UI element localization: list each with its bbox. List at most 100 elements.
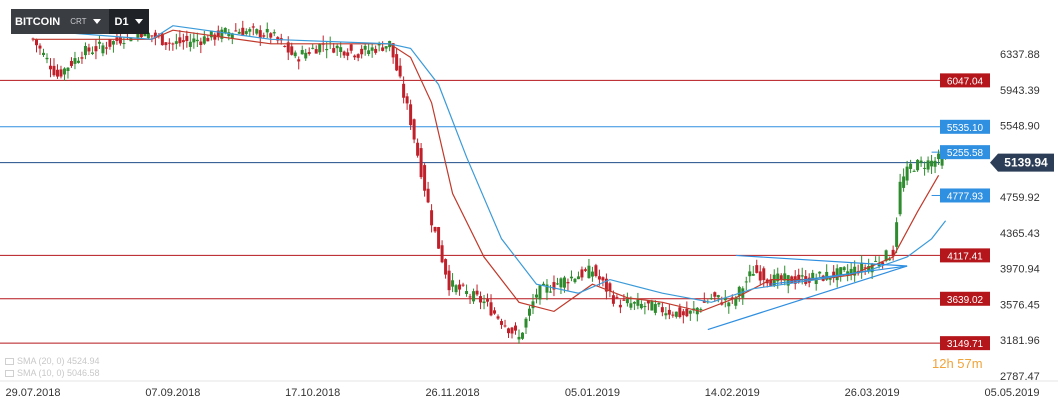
candle-countdown: 12h 57m	[932, 356, 983, 371]
trendlines	[707, 254, 908, 331]
candle-body	[398, 65, 402, 77]
candle-body	[73, 58, 77, 64]
candle-body	[276, 37, 280, 41]
candle-body	[828, 278, 832, 280]
candle-body	[206, 38, 210, 42]
candle-body	[685, 308, 689, 317]
x-axis: 29.07.2018 07.09.2018 17.10.2018 26.11.2018…	[0, 380, 1058, 399]
candle-body	[937, 153, 941, 160]
candle-body	[881, 262, 885, 265]
candle-body	[639, 303, 643, 309]
candle-body	[139, 32, 143, 38]
candle-body	[482, 301, 486, 304]
candle-body	[335, 45, 339, 49]
level-tag-label: 3149.71	[947, 339, 984, 350]
level-tag	[940, 248, 990, 263]
candle-body	[559, 278, 563, 288]
candle-body	[601, 277, 605, 281]
symbol-label: BITCOIN	[15, 15, 61, 28]
candle-body	[646, 300, 650, 304]
candle-body	[597, 276, 601, 280]
candle-body	[688, 310, 692, 314]
symbol-selector[interactable]: BITCOIN CRT	[11, 9, 107, 34]
level-tag-label: 3639.02	[947, 295, 984, 306]
candle-body	[426, 188, 430, 203]
candle-body	[909, 163, 913, 169]
candle-body	[38, 45, 42, 49]
candle-body	[486, 299, 490, 302]
indicator-sma-10[interactable]: SMA (10, 0) 5046.58	[5, 367, 100, 379]
candle-body	[755, 265, 759, 273]
candle-body	[360, 48, 364, 55]
candle-body	[402, 83, 406, 98]
candle-body	[615, 296, 619, 298]
candle-body	[209, 30, 213, 38]
candle-body	[367, 50, 371, 55]
candle-body	[353, 55, 357, 58]
candle-body	[230, 33, 234, 39]
candle-body	[521, 332, 524, 339]
level-tag-label: 4117.41	[947, 251, 983, 262]
candle-body	[678, 307, 682, 317]
candle-body	[912, 170, 916, 172]
candle-body	[391, 43, 395, 58]
candle-body	[104, 47, 108, 49]
candle-body	[493, 310, 497, 314]
candle-body	[919, 160, 923, 163]
candle-body	[870, 264, 874, 273]
candle-body	[895, 222, 899, 247]
candle-body	[629, 303, 633, 308]
candle-body	[374, 48, 378, 53]
candle-body	[34, 39, 38, 46]
level-tag-label: 6047.04	[947, 76, 984, 87]
candle-body	[241, 27, 245, 36]
candle-body	[146, 32, 150, 39]
candle-body	[916, 159, 920, 171]
candle-body	[538, 285, 542, 300]
level-tag	[940, 73, 990, 88]
candle-body	[503, 325, 507, 327]
candle-body	[713, 292, 717, 297]
candle-body	[437, 227, 441, 249]
candle-body	[527, 308, 531, 316]
candle-body	[741, 288, 745, 298]
candle-body	[625, 299, 629, 304]
candle-body	[346, 52, 350, 56]
candle-body	[458, 284, 462, 290]
trendline	[770, 265, 908, 285]
x-tick-label: 29.07.2018	[5, 387, 60, 399]
candle-body	[118, 36, 122, 44]
candle-body	[594, 265, 598, 276]
candle-body	[832, 271, 836, 278]
x-tick-label: 07.09.2018	[145, 387, 200, 399]
sma-10-line	[32, 25, 947, 303]
indicator-sma-20[interactable]: SMA (20, 0) 4524.94	[5, 355, 100, 367]
candle-body	[188, 41, 192, 47]
timeframe-selector[interactable]: D1	[108, 9, 149, 34]
candle-body	[433, 226, 437, 232]
candle-body	[583, 269, 587, 271]
candle-body	[244, 31, 248, 34]
candle-body	[311, 47, 315, 49]
candle-body	[681, 311, 685, 316]
candle-body	[737, 286, 741, 296]
candle-body	[863, 267, 867, 269]
candle-body	[671, 314, 675, 316]
candle-body	[657, 302, 661, 305]
indicator-label: SMA (10, 0) 5046.58	[17, 368, 100, 378]
candle-body	[622, 299, 626, 301]
y-tick-label: 3970.94	[1000, 264, 1040, 276]
candle-body	[395, 54, 399, 71]
candle-body	[660, 307, 664, 313]
candle-body	[349, 44, 353, 51]
candle-body	[66, 67, 70, 71]
candle-body	[905, 166, 909, 181]
candle-body	[664, 313, 668, 316]
candle-body	[933, 160, 937, 167]
candle-body	[835, 268, 839, 281]
candle-body	[178, 37, 182, 44]
candle-body	[489, 302, 493, 316]
candle-body	[580, 269, 584, 278]
candle-body	[258, 30, 262, 39]
